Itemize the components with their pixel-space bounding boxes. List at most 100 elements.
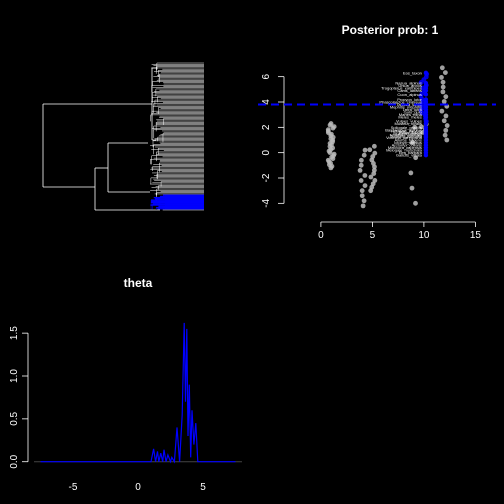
taxon-label: Eira_barbara — [399, 150, 423, 155]
scatter-point — [371, 143, 377, 149]
scatter-x-axis: 0 5 10 15 — [318, 221, 482, 241]
taxon-label: Meles_meles — [398, 115, 422, 120]
taxon-label: Nasua_alpinus — [395, 81, 421, 86]
labeled-point — [423, 88, 429, 93]
scatter-x-tick-label: 0 — [318, 230, 324, 241]
taxon-label: Gulo_gulo — [404, 110, 423, 115]
scatter-point — [440, 84, 446, 90]
taxon-label: Mungos_mungo — [393, 131, 422, 136]
scatter-point — [362, 147, 368, 153]
scatter-y-tick-label: -4 — [261, 198, 272, 207]
taxon-label: Nandinia_binotata — [390, 132, 423, 137]
labeled-point — [423, 92, 429, 97]
scatter-point — [331, 151, 337, 157]
taxon-label: Potos_flavus — [399, 130, 422, 135]
scatter-panel: Posterior prob: 1 -4 -2 0 2 4 6 0 5 10 15 Eos_ta… — [258, 23, 496, 241]
scatter-point — [443, 94, 449, 100]
scatter-point — [443, 113, 449, 119]
scatter-point — [328, 121, 334, 126]
scatter-point — [358, 157, 364, 163]
scatter-point — [358, 178, 364, 183]
taxon-label: Mustela_nivalis — [395, 121, 422, 126]
scatter-point — [408, 170, 414, 176]
scatter-point — [331, 124, 337, 129]
scatter-y-tick-label: 2 — [261, 124, 272, 130]
scatter-y-tick-label: 0 — [261, 149, 272, 155]
tree-panel — [42, 62, 204, 211]
theta-x-axis: -5 0 5 — [69, 482, 207, 493]
scatter-point — [361, 198, 367, 204]
scatter-point — [439, 108, 445, 114]
scatter-point — [362, 173, 368, 178]
scatter-point — [442, 70, 448, 76]
scatter-point — [444, 123, 450, 128]
scatter-point — [361, 152, 367, 158]
scatter-point — [441, 118, 447, 124]
taxon-label: Helogale_parvula — [391, 129, 423, 134]
scatter-x-tick-label: 10 — [418, 230, 430, 241]
labeled-point — [423, 121, 429, 126]
scatter-labels: Eos_taxon Nasua_alpinusUrsus_arctosTrogop… — [379, 70, 429, 158]
scatter-point — [409, 185, 415, 191]
taxon-label: Trogopterus_xanthipes — [381, 86, 422, 91]
taxon-label: Lutra_lutra — [403, 107, 423, 112]
taxon-label: Eos_taxon — [403, 70, 422, 75]
theta-y-tick-label: 1.0 — [9, 369, 20, 383]
scatter-point — [371, 167, 377, 173]
taxon-label: Melogale_moschata — [386, 148, 423, 153]
scatter-title: Posterior prob: 1 — [342, 23, 439, 37]
labeled-point — [423, 70, 429, 76]
taxon-label: Canis_latrans — [397, 88, 421, 93]
scatter-point — [325, 127, 331, 133]
taxon-label: Taxidea_taxus — [396, 102, 422, 107]
scatter-y-tick-label: 6 — [261, 73, 272, 79]
scatter-point — [358, 162, 364, 168]
scatter-point — [362, 183, 368, 189]
scatter-y-tick-label: -2 — [261, 173, 272, 182]
taxon-label: Arctonyx_collaris — [392, 143, 422, 148]
scatter-point — [419, 124, 424, 130]
tree-highlighted-clade — [165, 195, 204, 209]
scatter-point — [439, 65, 445, 71]
scatter-point — [413, 200, 418, 206]
scatter-point — [440, 79, 446, 85]
taxon-label: Mephitis_mephitis — [390, 105, 422, 110]
scatter-point — [439, 75, 444, 80]
taxon-label: Phascolarctos_cinereus — [379, 100, 421, 105]
theta-x-tick-label: 5 — [200, 482, 206, 493]
scatter-x-tick-label: 5 — [370, 230, 376, 241]
taxon-label: Galictis_vittata — [396, 153, 423, 158]
scatter-point — [444, 137, 450, 143]
taxon-label: Ursus_arctos — [398, 83, 422, 88]
scatter-point — [360, 203, 366, 209]
theta-y-tick-label: 0.5 — [9, 411, 20, 425]
scatter-y-tick-label: 4 — [261, 99, 272, 105]
scatter-point — [443, 127, 449, 133]
taxon-label: Ictonyx_striatus — [394, 140, 422, 145]
taxon-label: Vulpes_vulpes — [396, 119, 422, 124]
scatter-point — [442, 132, 448, 138]
taxon-label: Vormela_peregusna — [386, 135, 423, 140]
scatter-y-axis: -4 -2 0 2 4 6 — [261, 73, 285, 208]
taxon-label: Spilogale_gracilis — [391, 125, 422, 130]
taxon-label: Procyon_lotor — [397, 97, 422, 102]
taxon-label: Mellivora_capensis — [388, 145, 422, 150]
theta-y-axis: 0.0 0.5 1.0 1.5 — [9, 326, 29, 469]
taxon-label: Martes_foina — [399, 112, 423, 117]
scatter-point — [368, 174, 374, 180]
scatter-point — [372, 150, 378, 156]
labeled-point — [423, 153, 429, 158]
taxon-label: Bassariscus_astutus — [385, 127, 422, 132]
labeled-point — [423, 115, 429, 120]
theta-x-tick-label: -5 — [69, 482, 78, 493]
scatter-point — [441, 99, 447, 104]
scatter-point — [359, 193, 365, 199]
scatter-point — [372, 178, 378, 183]
theta-title: theta — [124, 276, 153, 290]
taxon-label: Cuon_alpinus — [397, 92, 421, 97]
scatter-point — [413, 155, 419, 161]
theta-y-tick-label: 1.5 — [9, 326, 20, 340]
scatter-x-tick-label: 15 — [470, 230, 482, 241]
theta-density-line — [40, 322, 236, 464]
